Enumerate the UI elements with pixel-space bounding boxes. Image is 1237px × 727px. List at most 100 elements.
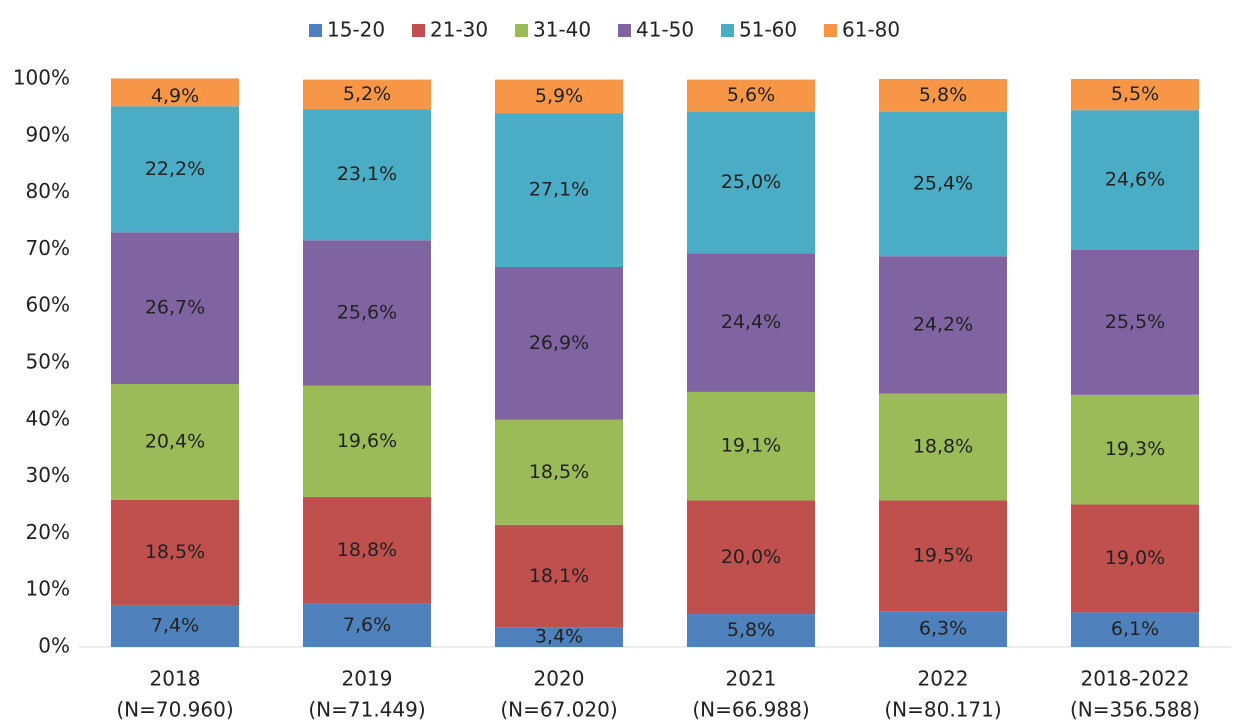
legend-label: 51-60 [739, 18, 797, 42]
value-label: 26,7% [145, 297, 205, 319]
y-tick-label: 0% [38, 634, 70, 658]
bar-segment [1071, 612, 1199, 647]
value-label: 7,6% [343, 614, 391, 636]
x-tick-label: (N=356.588) [1070, 698, 1200, 722]
value-label: 27,1% [529, 179, 589, 201]
x-tick-label: 2018 [150, 667, 201, 691]
bar-segment [1071, 110, 1199, 250]
value-label: 18,5% [145, 541, 205, 563]
legend-label: 21-30 [430, 18, 488, 42]
bar-segment [303, 109, 431, 241]
bar-segment [303, 79, 431, 110]
value-label: 19,0% [1105, 547, 1165, 569]
bar-segment [687, 500, 815, 615]
legend-swatch [309, 24, 322, 37]
bar-segment [111, 232, 239, 385]
bar-segment [687, 79, 815, 112]
value-label: 5,2% [343, 83, 391, 105]
value-label: 20,4% [145, 430, 205, 452]
value-label: 5,8% [727, 619, 775, 641]
value-label: 22,2% [145, 158, 205, 180]
value-label: 24,6% [1105, 169, 1165, 191]
value-label: 18,5% [529, 461, 589, 483]
bar-segment [879, 256, 1007, 394]
value-label: 19,1% [721, 435, 781, 457]
value-label: 25,6% [337, 302, 397, 324]
value-label: 18,8% [337, 539, 397, 561]
value-label: 24,4% [721, 311, 781, 333]
legend-label: 41-50 [636, 18, 694, 42]
value-label: 19,5% [913, 544, 973, 566]
value-label: 3,4% [535, 626, 583, 648]
legend-swatch [618, 24, 631, 37]
value-label: 23,1% [337, 163, 397, 185]
bar-segment [879, 79, 1007, 112]
legend-label: 31-40 [533, 18, 591, 42]
value-label: 6,3% [919, 618, 967, 640]
bar-segment [495, 267, 623, 420]
y-tick-label: 50% [26, 350, 70, 374]
bar-segment [879, 500, 1007, 612]
bar-segment [111, 106, 239, 233]
bar-segment [687, 111, 815, 254]
y-tick-label: 40% [26, 406, 70, 430]
bar-segment [111, 78, 239, 107]
y-tick-label: 70% [26, 236, 70, 260]
x-tick-label: 2022 [918, 667, 969, 691]
bar-segment [879, 111, 1007, 257]
y-tick-label: 90% [26, 122, 70, 146]
y-tick-label: 80% [26, 179, 70, 203]
value-label: 18,1% [529, 565, 589, 587]
legend-label: 61-80 [842, 18, 900, 42]
bar-segment [111, 384, 239, 500]
x-tick-label: 2019 [342, 667, 393, 691]
x-tick-label: (N=71.449) [308, 698, 425, 722]
legend-swatch [515, 24, 528, 37]
value-label: 19,6% [337, 430, 397, 452]
bar-segment [303, 385, 431, 498]
bar-segment [495, 419, 623, 525]
bar-segment [111, 499, 239, 605]
x-tick-label: (N=80.171) [884, 698, 1001, 722]
bar-segment [879, 393, 1007, 501]
y-tick-label: 60% [26, 293, 70, 317]
value-label: 20,0% [721, 546, 781, 568]
y-tick-label: 100% [13, 66, 70, 90]
value-label: 25,5% [1105, 311, 1165, 333]
bar-segment [495, 113, 623, 268]
y-tick-label: 30% [26, 463, 70, 487]
value-label: 7,4% [151, 614, 199, 636]
bar-segment [1071, 394, 1199, 505]
value-label: 6,1% [1111, 618, 1159, 640]
x-tick-label: (N=67.020) [500, 698, 617, 722]
bar-segment [879, 611, 1007, 647]
x-tick-label: 2018-2022 [1080, 667, 1189, 691]
bar-segment [495, 627, 623, 647]
legend-swatch [412, 24, 425, 37]
legend-swatch [721, 24, 734, 37]
y-tick-label: 20% [26, 520, 70, 544]
bar-segment [1071, 504, 1199, 613]
bar-segment [687, 391, 815, 501]
value-label: 5,8% [919, 84, 967, 106]
value-label: 19,3% [1105, 438, 1165, 460]
bar-segment [303, 603, 431, 647]
value-label: 5,9% [535, 85, 583, 107]
bar-segment [687, 614, 815, 647]
bar-segment [111, 604, 239, 647]
bar-segment [1071, 249, 1199, 395]
bar-segment [303, 497, 431, 604]
value-label: 5,6% [727, 84, 775, 106]
bar-segment [687, 253, 815, 392]
value-label: 4,9% [151, 85, 199, 107]
legend-swatch [824, 24, 837, 37]
bar-segment [495, 79, 623, 114]
x-tick-label: 2020 [534, 667, 585, 691]
value-label: 25,0% [721, 171, 781, 193]
bar-segment [1071, 79, 1199, 111]
value-label: 18,8% [913, 436, 973, 458]
x-tick-label: (N=66.988) [692, 698, 809, 722]
value-label: 25,4% [913, 173, 973, 195]
y-tick-label: 10% [26, 577, 70, 601]
